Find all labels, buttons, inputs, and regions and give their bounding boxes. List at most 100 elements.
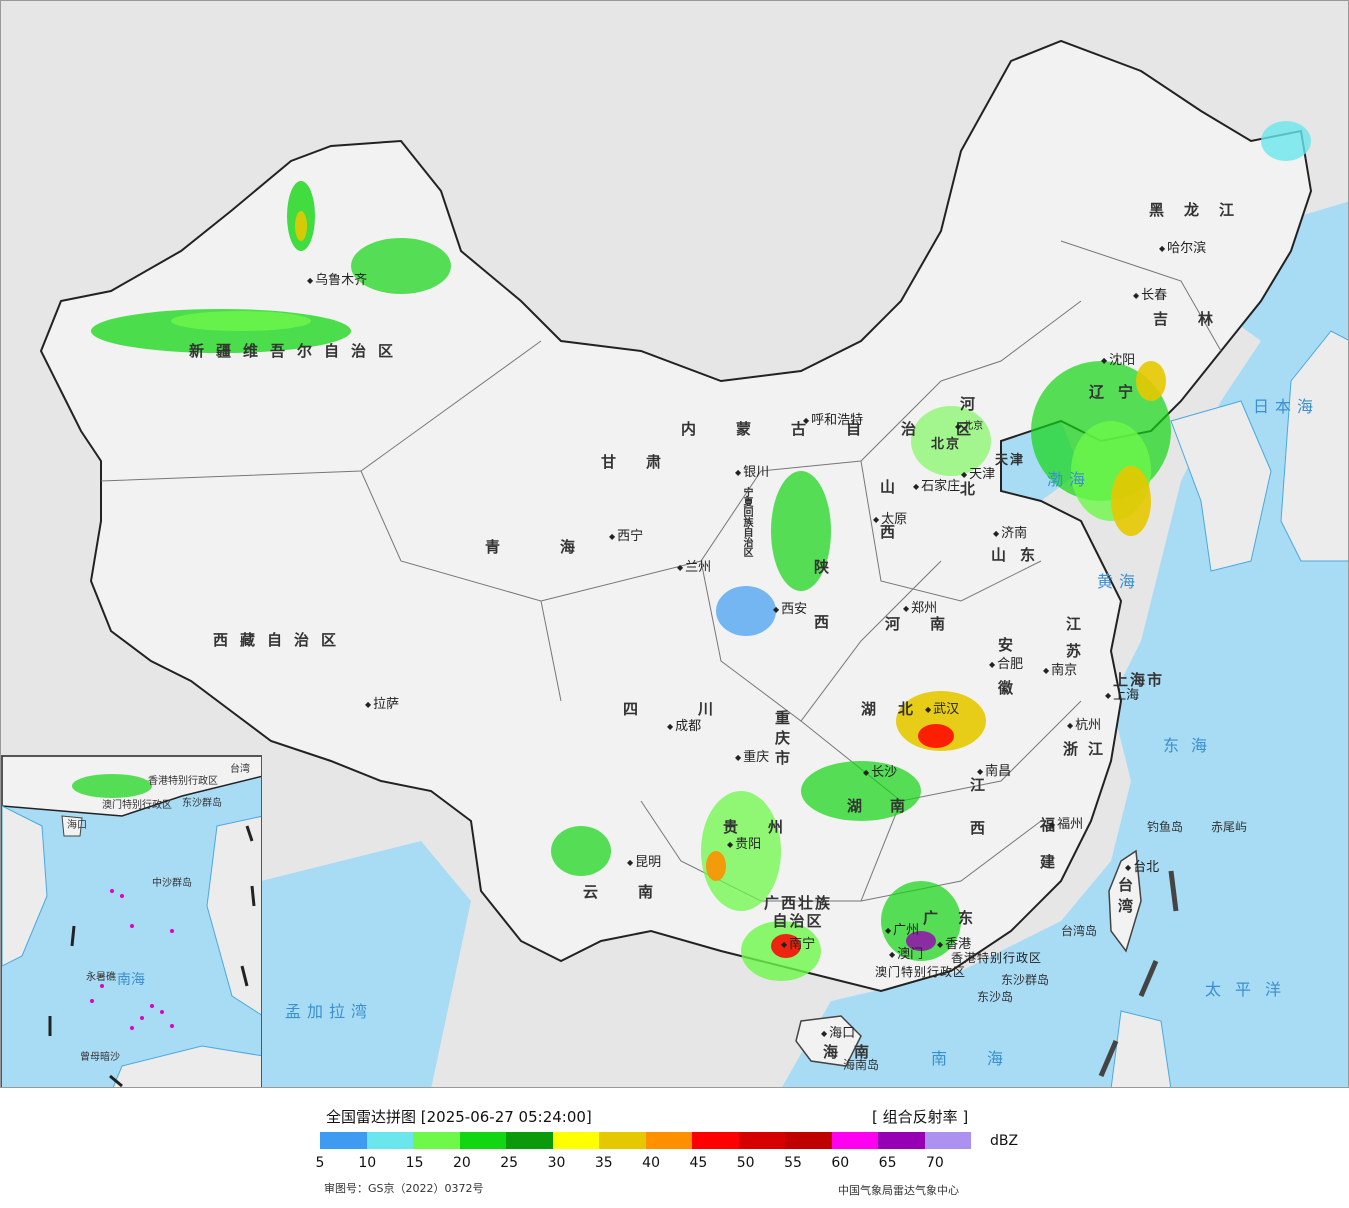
sea-south-china: 南海 xyxy=(931,1049,1044,1068)
city-lhasa[interactable]: 拉萨 xyxy=(365,693,399,712)
city-harbin[interactable]: 哈尔滨 xyxy=(1159,237,1206,256)
color-scale-cell xyxy=(738,1132,785,1149)
data-source: 中国气象局雷达气象中心 xyxy=(838,1184,959,1197)
province-tibet[interactable]: 西藏自治区 xyxy=(213,631,349,649)
city-hangzhou[interactable]: 杭州 xyxy=(1067,714,1101,733)
city-jinan[interactable]: 济南 xyxy=(993,522,1027,541)
province-heilongjiang[interactable]: 黑龙江 xyxy=(1149,201,1255,219)
city-xian[interactable]: 西安 xyxy=(773,598,807,617)
province-hubei[interactable]: 湖北 xyxy=(861,700,936,718)
province-hunan[interactable]: 湖南 xyxy=(847,797,934,815)
city-chengdu[interactable]: 成都 xyxy=(667,715,701,734)
color-scale-cell xyxy=(599,1132,646,1149)
sea-yellow: 黄海 xyxy=(1097,572,1142,591)
province-tianjin[interactable]: 天津 xyxy=(995,453,1026,468)
province-guizhou[interactable]: 贵州 xyxy=(723,818,814,836)
province-fujian[interactable]: 福建 xyxy=(1038,817,1056,891)
city-xining[interactable]: 西宁 xyxy=(609,525,643,544)
city-yinchuan[interactable]: 银川 xyxy=(735,461,769,480)
color-scale-tick: 60 xyxy=(831,1155,850,1171)
city-taipei[interactable]: 台北 xyxy=(1125,856,1159,875)
city-hongkong[interactable]: 香港 xyxy=(937,933,971,952)
city-macau[interactable]: 澳门 xyxy=(889,943,923,962)
inset-south-sea: 南海 xyxy=(117,972,145,988)
province-xinjiang[interactable]: 新疆维吾尔自治区 xyxy=(189,342,406,360)
color-scale-cell xyxy=(459,1132,506,1149)
province-jiangxi[interactable]: 江西 xyxy=(968,777,986,863)
echo-gansu-east xyxy=(716,586,776,636)
color-scale-tick: 35 xyxy=(594,1155,613,1171)
city-urumqi[interactable]: 乌鲁木齐 xyxy=(307,269,367,288)
city-fuzhou[interactable]: 福州 xyxy=(1049,813,1083,832)
inset-hk-sar: 香港特别行政区 xyxy=(148,776,218,787)
city-nanning[interactable]: 南宁 xyxy=(781,933,815,952)
province-jiangsu[interactable]: 江苏 xyxy=(1064,616,1082,670)
city-shijiazhuang[interactable]: 石家庄 xyxy=(913,475,960,494)
color-scale-cell xyxy=(878,1132,925,1149)
radar-map[interactable]: 新疆维吾尔自治区 西藏自治区 青海 甘肃 内蒙古自治区 黑龙江 吉林 辽宁 河北… xyxy=(0,0,1349,1088)
province-henan[interactable]: 河南 xyxy=(885,615,976,633)
city-lanzhou[interactable]: 兰州 xyxy=(677,556,711,575)
inset-haikou: 海口 xyxy=(67,820,87,831)
province-inner-mongolia[interactable]: 内蒙古自治区 xyxy=(681,420,1012,438)
city-nanjing[interactable]: 南京 xyxy=(1043,659,1077,678)
city-kunming[interactable]: 昆明 xyxy=(627,851,661,870)
island-dongsha-group: 东沙群岛 xyxy=(1001,973,1050,987)
province-hainan[interactable]: 海南 xyxy=(823,1043,886,1061)
color-scale-cell xyxy=(785,1132,832,1149)
province-liaoning[interactable]: 辽宁 xyxy=(1089,383,1148,401)
province-anhui[interactable]: 安徽 xyxy=(996,637,1014,723)
city-chongqing[interactable]: 重庆 xyxy=(735,746,769,765)
city-tianjin[interactable]: 天津 xyxy=(961,463,995,482)
province-taiwan[interactable]: 台湾 xyxy=(1116,877,1134,919)
province-qinghai[interactable]: 青海 xyxy=(485,538,636,556)
color-scale-tick: 70 xyxy=(925,1155,944,1171)
city-haikou[interactable]: 海口 xyxy=(821,1022,855,1041)
city-taiyuan[interactable]: 太原 xyxy=(873,508,907,527)
city-beijing[interactable]: 北京 xyxy=(955,417,983,432)
approval-number: 审图号：GS京（2022）0372号 xyxy=(324,1182,484,1195)
city-zhengzhou[interactable]: 郑州 xyxy=(903,597,937,616)
city-hefei[interactable]: 合肥 xyxy=(989,653,1023,672)
sea-bengal: 孟加拉湾 xyxy=(285,1002,374,1021)
province-shaanxi[interactable]: 陕西 xyxy=(812,559,830,669)
south-china-sea-inset[interactable]: 南海 海口 中沙群岛 永暑礁 曾母暗沙 台湾 东沙群岛 香港特别行政区 澳门特别… xyxy=(1,755,262,1087)
color-scale-cell xyxy=(413,1132,460,1149)
inset-dongsha: 东沙群岛 xyxy=(182,798,222,809)
color-scale-cell xyxy=(831,1132,878,1149)
province-shandong[interactable]: 山东 xyxy=(991,546,1050,564)
color-scale-tick: 65 xyxy=(878,1155,897,1171)
province-guangxi[interactable]: 广西壮族自治区 xyxy=(763,894,832,930)
city-changchun[interactable]: 长春 xyxy=(1133,284,1167,303)
province-yunnan[interactable]: 云南 xyxy=(583,883,694,901)
city-guiyang[interactable]: 贵阳 xyxy=(727,833,761,852)
city-nanchang[interactable]: 南昌 xyxy=(977,760,1011,779)
inset-zhongsha: 中沙群岛 xyxy=(152,878,192,889)
city-changsha[interactable]: 长沙 xyxy=(863,761,897,780)
taiwan-island xyxy=(1108,849,1142,953)
province-jilin[interactable]: 吉林 xyxy=(1153,310,1244,328)
city-wuhan[interactable]: 武汉 xyxy=(925,698,959,717)
province-zhejiang[interactable]: 浙江 xyxy=(1063,740,1114,758)
province-chongqing[interactable]: 重庆市 xyxy=(775,709,795,767)
color-scale-tick: 25 xyxy=(500,1155,519,1171)
city-shanghai[interactable]: 上海 xyxy=(1105,684,1139,703)
province-sichuan[interactable]: 四川 xyxy=(623,700,774,718)
city-shenyang[interactable]: 沈阳 xyxy=(1101,349,1135,368)
sea-japan: 日本海 xyxy=(1253,397,1320,416)
province-beijing[interactable]: 北京 xyxy=(931,437,962,452)
inset-vietnam xyxy=(2,805,48,967)
color-scale-tick: 40 xyxy=(642,1155,661,1171)
province-gansu[interactable]: 甘肃 xyxy=(601,453,692,471)
city-hohhot[interactable]: 呼和浩特 xyxy=(803,409,863,428)
philippines xyxy=(1110,1010,1172,1087)
inset-hainan xyxy=(61,815,83,837)
echo-heilongjiang xyxy=(1261,121,1311,161)
province-guangdong[interactable]: 广东 xyxy=(923,909,994,927)
city-guangzhou[interactable]: 广州 xyxy=(885,919,919,938)
color-scale-cell xyxy=(366,1132,413,1149)
province-ningxia[interactable]: 宁夏回族自治区 xyxy=(741,487,752,557)
island-chiwei: 赤尾屿 xyxy=(1211,820,1248,834)
color-scale-tick: 15 xyxy=(405,1155,424,1171)
island-taiwan: 台湾岛 xyxy=(1061,924,1098,938)
